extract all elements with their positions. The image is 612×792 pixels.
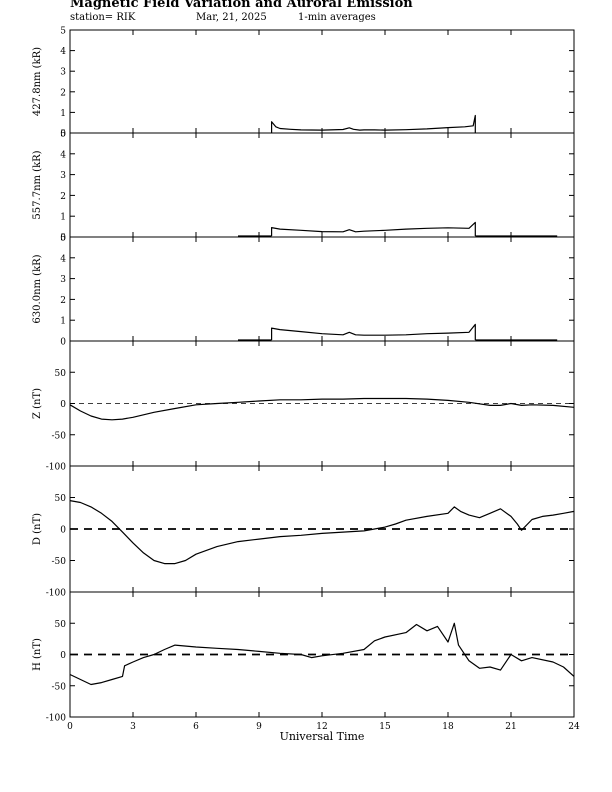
x-tick-label: 18 xyxy=(442,722,454,732)
y-tick-label: 2 xyxy=(60,192,66,202)
x-tick-label: 6 xyxy=(193,722,199,732)
x-tick-label: 24 xyxy=(568,722,580,732)
series-line xyxy=(69,397,575,421)
date-label: Mar, 21, 2025 xyxy=(196,12,267,23)
x-tick-label: 12 xyxy=(316,722,327,732)
y-tick-label: 0 xyxy=(60,234,66,244)
y-tick-label: -50 xyxy=(52,431,67,441)
y-tick-label: 50 xyxy=(55,369,67,379)
series-line xyxy=(271,221,476,236)
y-tick-label: 1 xyxy=(60,109,66,119)
y-tick-label: 2 xyxy=(60,88,66,98)
x-tick-label: 15 xyxy=(379,722,391,732)
panel-frame xyxy=(69,236,575,342)
y-tick-label: 50 xyxy=(55,620,67,630)
y-tick-label: -50 xyxy=(52,557,67,567)
panel-3: 0 1 2 3 4 5 630.0nm (kR) xyxy=(32,234,575,348)
y-axis-label: 630.0nm (kR) xyxy=(32,254,43,323)
y-tick-label: 3 xyxy=(60,171,66,181)
y-tick-label: 3 xyxy=(60,275,66,285)
y-axis-label: Z (nT) xyxy=(32,388,43,419)
y-tick-label: 2 xyxy=(60,296,66,306)
y-tick-label: 50 xyxy=(55,494,67,504)
series-line xyxy=(271,323,476,340)
x-axis-label: Universal Time xyxy=(280,730,365,743)
panel-4: -100 -50 0 50 Z (nT) xyxy=(32,340,575,473)
y-tick-label: 4 xyxy=(60,254,66,264)
y-tick-label: 1 xyxy=(60,213,66,223)
panel-1: 0 1 2 3 4 5 427.8nm (kR) xyxy=(32,27,575,140)
series-line xyxy=(69,622,575,686)
y-tick-label: 4 xyxy=(60,150,66,160)
x-tick-label: 0 xyxy=(67,722,73,732)
station-label: station= RIK xyxy=(70,12,136,23)
y-tick-label: 5 xyxy=(60,234,66,244)
y-axis-label: D (nT) xyxy=(32,513,43,545)
y-tick-label: 0 xyxy=(60,651,66,661)
panel-5: -100 -50 0 50 D (nT) xyxy=(32,465,575,599)
y-tick-label: 3 xyxy=(60,68,66,78)
panel-frame xyxy=(69,29,575,134)
x-tick-label: 3 xyxy=(130,722,136,732)
y-axis-label: H (nT) xyxy=(32,638,43,671)
y-tick-label: -100 xyxy=(46,463,66,473)
y-tick-label: -50 xyxy=(52,682,67,692)
y-tick-label: 5 xyxy=(60,27,66,37)
averaging-label: 1-min averages xyxy=(298,12,376,23)
panel-frame xyxy=(69,132,575,238)
x-tick-label: 21 xyxy=(505,722,516,732)
y-tick-label: 0 xyxy=(60,526,66,536)
panel-6: -100 -50 0 50 H (nT) xyxy=(32,591,575,724)
x-tick-label: 9 xyxy=(256,722,262,732)
y-tick-label: 0 xyxy=(60,400,66,410)
y-tick-label: 0 xyxy=(60,130,66,140)
y-axis-label: 557.7nm (kR) xyxy=(32,150,43,219)
series-line xyxy=(271,114,476,133)
y-tick-label: 1 xyxy=(60,317,66,327)
series-line xyxy=(69,500,575,565)
y-tick-label: 0 xyxy=(60,338,66,348)
y-tick-label: 4 xyxy=(60,47,66,57)
y-tick-label: -100 xyxy=(46,714,66,724)
chart-title: Magnetic Field Variation and Auroral Emi… xyxy=(70,0,413,11)
y-tick-label: 5 xyxy=(60,130,66,140)
y-tick-label: -100 xyxy=(46,589,66,599)
panel-2: 0 1 2 3 4 5 557.7nm (kR) xyxy=(32,130,575,244)
y-axis-label: 427.8nm (kR) xyxy=(32,47,43,116)
